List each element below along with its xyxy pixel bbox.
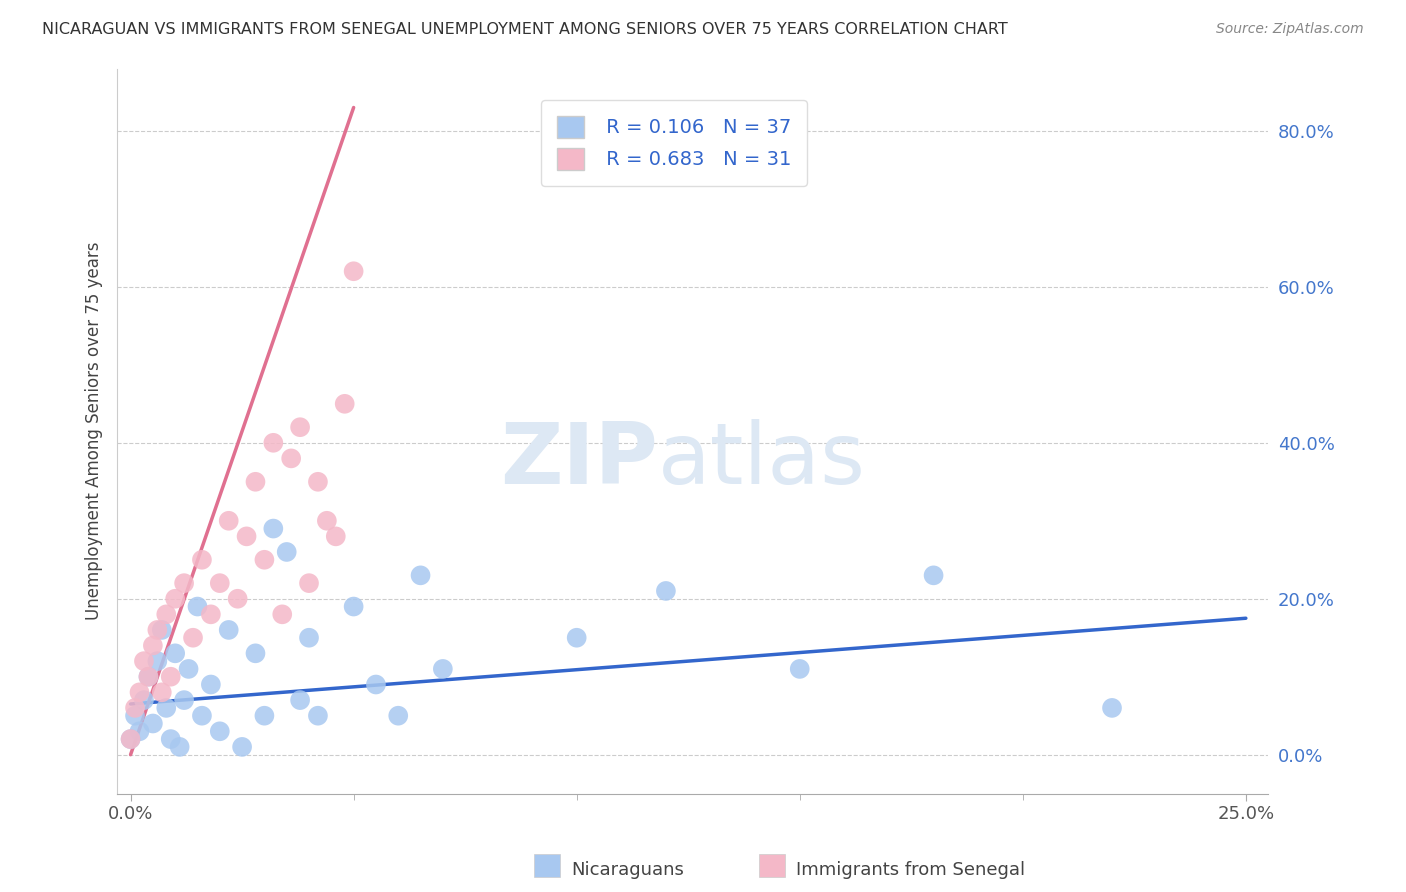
Point (218, 623, 240, 637)
Point (208, 576, 231, 591)
Point (120, 732, 142, 747)
Point (288, 420, 311, 434)
Point (226, 591, 249, 606)
Point (200, 607, 222, 622)
Point (146, 654, 169, 668)
Point (142, 639, 165, 653)
Point (298, 631, 321, 645)
Point (132, 654, 155, 668)
Point (245, 475, 267, 489)
Point (307, 708, 329, 723)
Point (288, 693, 311, 707)
Point (343, 264, 366, 278)
Point (142, 716, 165, 731)
Point (191, 553, 214, 567)
Point (186, 599, 208, 614)
Point (177, 662, 200, 676)
Text: atlas: atlas (658, 418, 866, 501)
Point (325, 529, 347, 543)
Legend:  R = 0.106   N = 37,  R = 0.683   N = 31: R = 0.106 N = 37, R = 0.683 N = 31 (541, 100, 807, 186)
Point (253, 708, 276, 723)
Point (432, 662, 454, 676)
Point (181, 631, 204, 645)
Point (280, 451, 302, 466)
Point (138, 670, 160, 684)
Point (150, 623, 173, 637)
Text: Source: ZipAtlas.com: Source: ZipAtlas.com (1216, 22, 1364, 37)
Point (565, 631, 588, 645)
Point (655, 583, 678, 598)
Point (159, 670, 181, 684)
Point (208, 724, 231, 739)
Point (789, 662, 811, 676)
Point (138, 670, 160, 684)
Text: Immigrants from Senegal: Immigrants from Senegal (796, 861, 1025, 879)
Point (155, 607, 177, 622)
Point (150, 685, 173, 699)
Point (364, 677, 387, 691)
Point (169, 739, 191, 754)
Text: ZIP: ZIP (501, 418, 658, 501)
Point (128, 685, 150, 699)
Point (253, 553, 276, 567)
Point (333, 397, 356, 411)
Point (146, 623, 169, 637)
Point (235, 529, 257, 543)
Point (124, 708, 146, 723)
Point (165, 591, 187, 606)
Point (132, 693, 155, 707)
Point (124, 701, 146, 715)
Point (343, 599, 366, 614)
Point (409, 568, 432, 582)
Point (120, 732, 142, 747)
Point (387, 708, 409, 723)
Point (315, 514, 337, 528)
Point (173, 576, 195, 591)
Text: NICARAGUAN VS IMMIGRANTS FROM SENEGAL UNEMPLOYMENT AMONG SENIORS OVER 75 YEARS C: NICARAGUAN VS IMMIGRANTS FROM SENEGAL UN… (42, 22, 1008, 37)
Point (200, 677, 222, 691)
Point (231, 739, 253, 754)
Y-axis label: Unemployment Among Seniors over 75 years: Unemployment Among Seniors over 75 years (86, 242, 103, 620)
Point (262, 435, 284, 450)
Point (922, 568, 945, 582)
Point (191, 708, 214, 723)
Point (262, 522, 284, 536)
Text: Nicaraguans: Nicaraguans (571, 861, 683, 879)
Point (159, 732, 181, 747)
Point (1101, 701, 1123, 715)
Point (271, 607, 294, 622)
Point (128, 724, 150, 739)
Point (173, 693, 195, 707)
Point (276, 545, 298, 559)
Point (245, 646, 267, 660)
Point (155, 701, 177, 715)
Point (165, 646, 187, 660)
Point (298, 576, 321, 591)
Point (307, 475, 329, 489)
Point (218, 514, 240, 528)
